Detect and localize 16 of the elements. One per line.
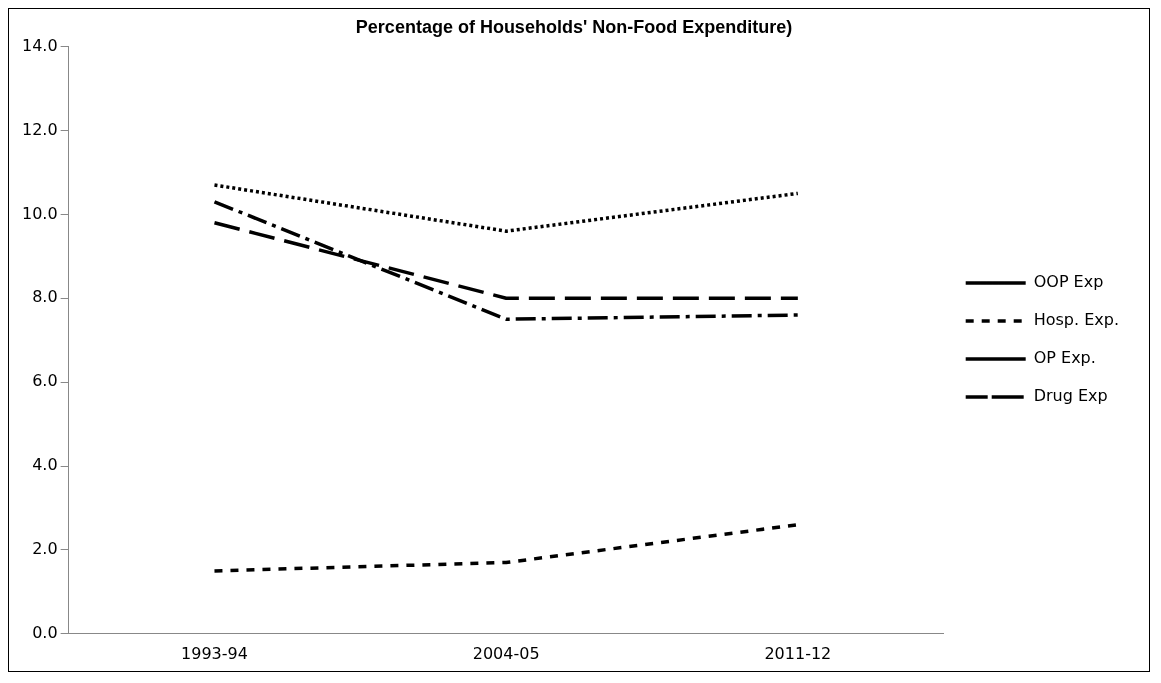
x-tick-label: 1993-94 xyxy=(181,643,248,663)
y-tick-label: 2.0 xyxy=(32,539,58,559)
legend-label: Hosp. Exp. xyxy=(1033,310,1120,330)
y-tick-label: 6.0 xyxy=(32,371,58,391)
y-tick-label: 8.0 xyxy=(32,287,58,307)
y-tick-label: 4.0 xyxy=(32,455,58,475)
y-tick-label: 14.0 xyxy=(22,35,58,55)
legend-label: Drug Exp xyxy=(1033,386,1108,406)
chart-title: Percentage of Households' Non-Food Expenditure) xyxy=(355,16,793,37)
x-tick-label: 2011-12 xyxy=(764,643,832,663)
y-tick-label: 12.0 xyxy=(22,119,58,139)
legend-label: OOP Exp xyxy=(1033,272,1104,292)
y-tick-label: 10.0 xyxy=(22,203,58,223)
y-tick-label: 0.0 xyxy=(32,622,58,642)
legend-label: OP Exp. xyxy=(1033,348,1096,368)
x-tick-label: 2004-05 xyxy=(472,643,540,663)
